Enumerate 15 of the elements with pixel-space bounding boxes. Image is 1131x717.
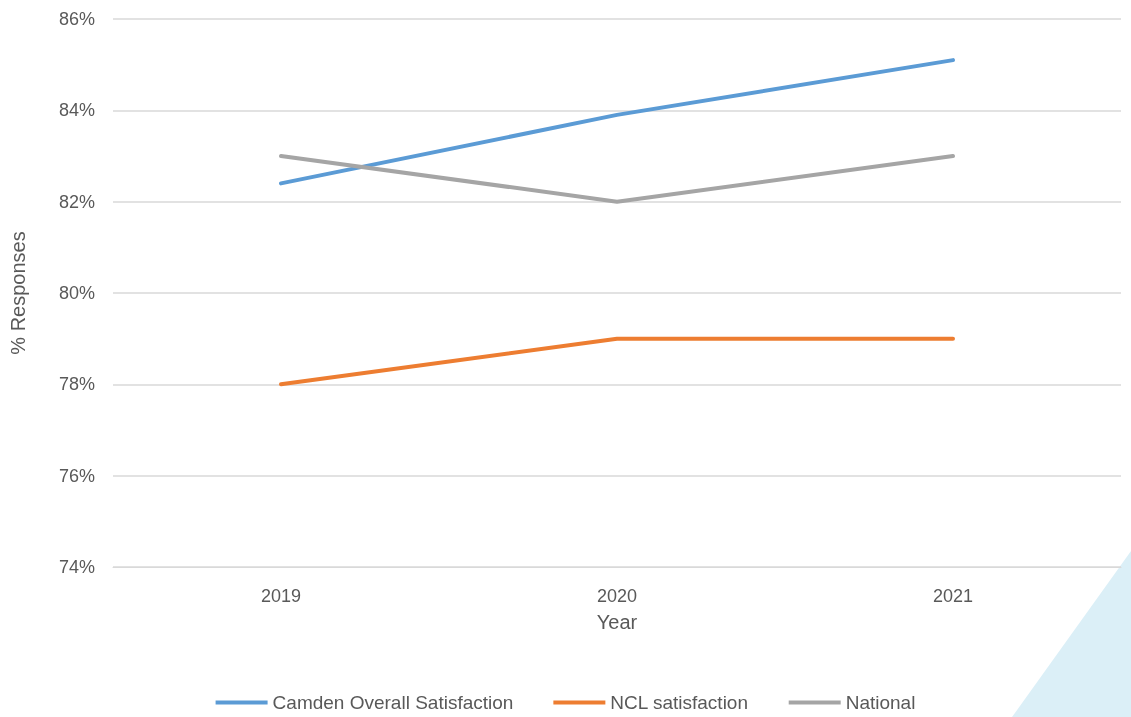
x-axis-title: Year	[596, 611, 638, 633]
y-tick-label: 84%	[58, 100, 95, 121]
y-axis-title: % Responses	[7, 231, 29, 355]
y-tick-label: 80%	[58, 283, 95, 303]
y-tick-label: 86%	[58, 9, 95, 29]
legend-label: National	[845, 692, 916, 713]
x-tick-label: 2021	[932, 586, 974, 606]
x-tick-label: 2020	[596, 586, 638, 606]
x-tick-label: 2019	[260, 586, 302, 606]
y-tick-label: 82%	[58, 191, 95, 212]
y-tick-label: 76%	[58, 465, 95, 486]
y-tick-label: 78%	[58, 374, 95, 395]
legend-label: NCL satisfaction	[610, 692, 749, 713]
legend-label: Camden Overall Satisfaction	[272, 692, 514, 713]
y-tick-label: 74%	[58, 557, 95, 577]
